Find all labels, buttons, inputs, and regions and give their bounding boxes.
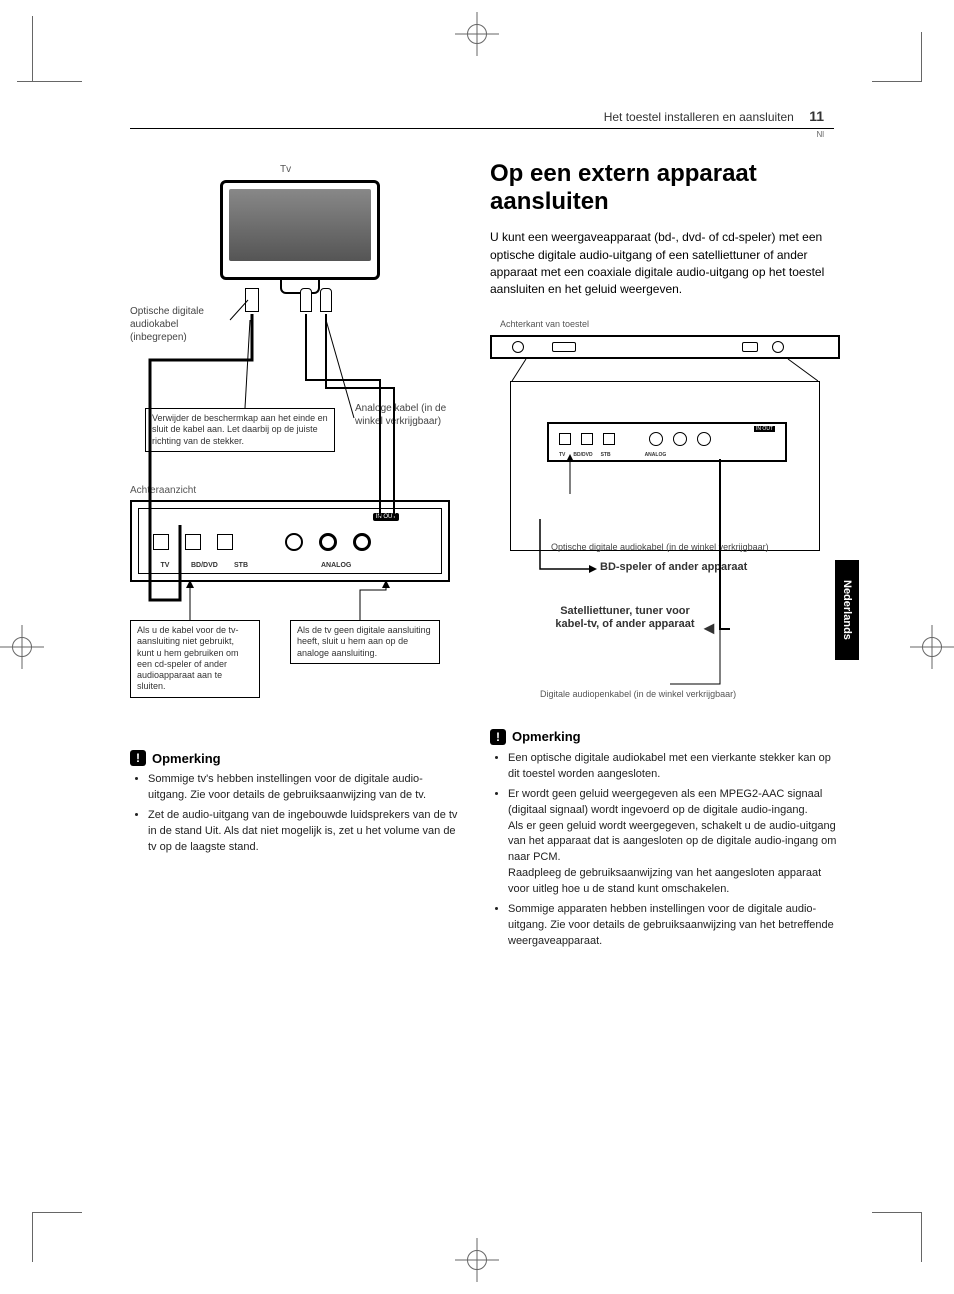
optical-cable-label: Optische digitale audiokabel (in de wink… xyxy=(551,542,801,554)
section-title: Het toestel installeren en aansluiten xyxy=(604,110,794,124)
callout-frame: IN OUT TV BD/DVD STB ANALOG xyxy=(510,381,820,551)
analog-callout: Als de tv geen digitale aansluiting heef… xyxy=(290,620,440,664)
digital-cable-label: Digitale audiopenkabel (in de winkel ver… xyxy=(540,689,830,699)
note-item: Er wordt geen geluid weergegeven als een… xyxy=(508,787,840,899)
registration-mark-icon xyxy=(463,1246,491,1274)
registration-mark-icon xyxy=(918,633,946,661)
mini-rear-panel: IN OUT TV BD/DVD STB ANALOG xyxy=(547,422,787,462)
optical-port-icon xyxy=(185,534,201,550)
rear-view-label: Achteraanzicht xyxy=(130,485,196,496)
tv-label: Tv xyxy=(280,164,291,175)
optical-cable-label: Optische digitale audiokabel (inbegrepen… xyxy=(130,305,230,344)
running-header: Het toestel installeren en aansluiten 11 xyxy=(604,108,824,124)
external-device-diagram: Achterkant van toestel IN OUT TV xyxy=(490,319,840,719)
rca-plug-icon xyxy=(300,288,312,312)
sat-tuner-label: Satelliettuner, tuner voor kabel-tv, of … xyxy=(550,605,700,631)
rear-label: Achterkant van toestel xyxy=(500,319,589,329)
optical-port-icon xyxy=(217,534,233,550)
note-item: Sommige tv's hebben instellingen voor de… xyxy=(148,772,460,804)
rear-panel-small xyxy=(490,335,840,359)
note-item: Zet de audio-uitgang van de ingebouwde l… xyxy=(148,808,460,856)
note-item: Een optische digitale audiokabel met een… xyxy=(508,751,840,783)
lang-code: Nl xyxy=(816,130,824,139)
header-rule xyxy=(130,128,834,129)
crop-mark xyxy=(872,32,922,82)
bd-player-label: BD-speler of ander apparaat xyxy=(600,561,747,573)
tv-cable-callout: Als u de kabel voor de tv-aansluiting ni… xyxy=(130,620,260,698)
crop-mark xyxy=(32,32,82,82)
coax-port-icon xyxy=(319,533,337,551)
tv-icon xyxy=(220,180,380,280)
rear-panel-diagram: IN OUT TV BD/DVD xyxy=(130,500,450,582)
analog-cable-label: Analoge kabel (in de winkel verkrijgbaar… xyxy=(355,402,455,428)
crop-mark xyxy=(872,1212,922,1262)
intro-paragraph: U kunt een weergaveapparaat (bd-, dvd- o… xyxy=(490,229,840,299)
optical-plug-icon xyxy=(245,288,259,312)
note-heading: Opmerking xyxy=(512,729,581,744)
arrow-left-icon: ◄ xyxy=(700,619,718,637)
rca-plug-icon xyxy=(320,288,332,312)
optical-port-icon xyxy=(153,534,169,550)
coax-port-icon xyxy=(285,533,303,551)
note-heading: Opmerking xyxy=(152,751,221,766)
inout-badge: IN OUT xyxy=(373,513,399,521)
coax-port-icon xyxy=(353,533,371,551)
tv-connection-diagram: Tv Optische digitale audiokabel (inbegre… xyxy=(130,160,460,740)
section-heading: Op een extern apparaat aansluiten xyxy=(490,160,840,215)
port-label: TV xyxy=(153,562,177,569)
registration-mark-icon xyxy=(8,633,36,661)
port-label: STB xyxy=(229,562,253,569)
note-block: ! Opmerking Sommige tv's hebben instelli… xyxy=(130,750,460,856)
note-item: Sommige apparaten hebben instellingen vo… xyxy=(508,902,840,950)
port-label: ANALOG xyxy=(321,562,345,569)
crop-mark xyxy=(32,1212,82,1262)
note-icon: ! xyxy=(490,729,506,745)
plug-warning-callout: Verwijder de beschermkap aan het einde e… xyxy=(145,408,335,452)
note-block: ! Opmerking Een optische digitale audiok… xyxy=(490,729,840,950)
port-label: BD/DVD xyxy=(191,562,215,569)
registration-mark-icon xyxy=(463,20,491,48)
note-icon: ! xyxy=(130,750,146,766)
page-number: 11 xyxy=(809,108,824,124)
